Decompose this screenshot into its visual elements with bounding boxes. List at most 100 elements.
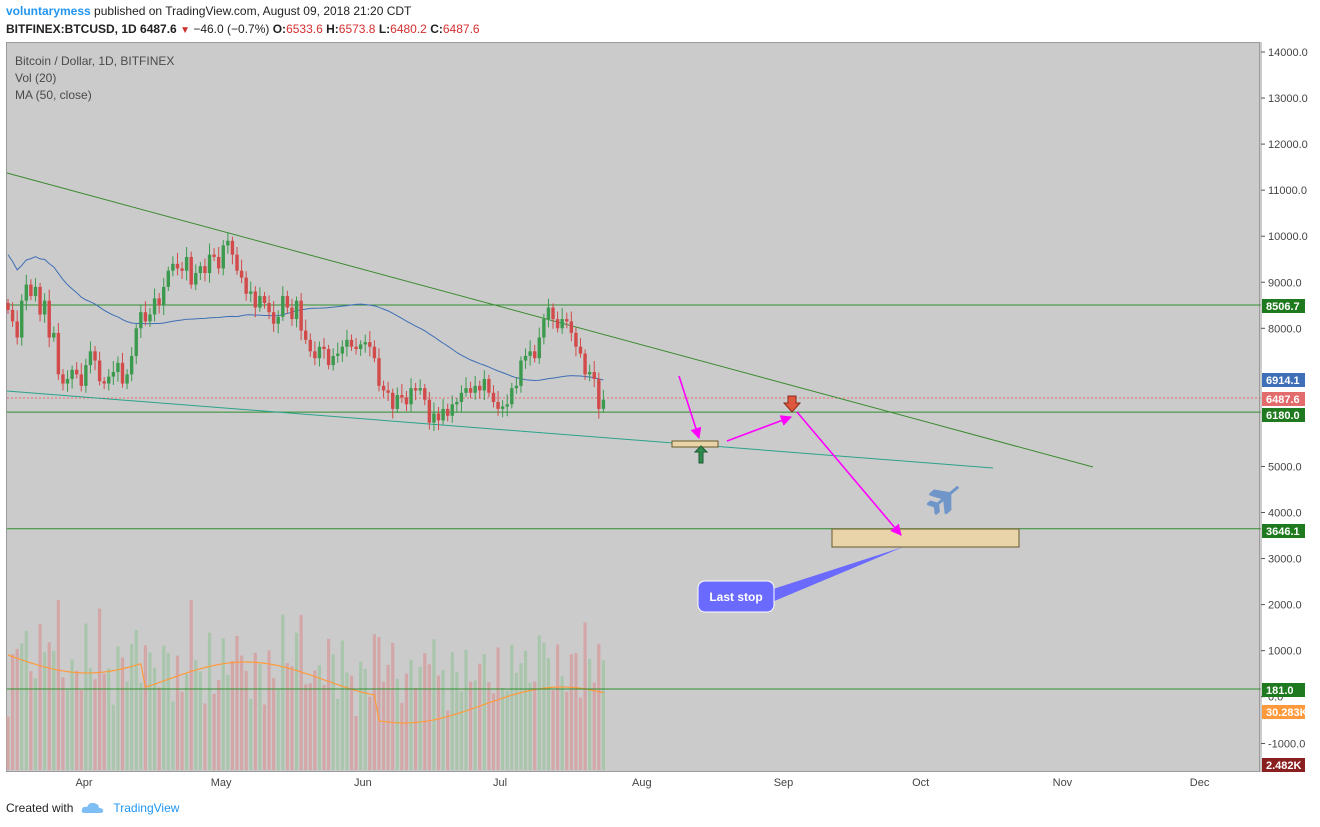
candle-body xyxy=(271,312,276,324)
volume-bar xyxy=(33,678,38,770)
candle-body xyxy=(519,360,523,386)
candle-body xyxy=(84,365,88,386)
volume-bar xyxy=(24,630,28,770)
tradingview-brand[interactable]: TradingView xyxy=(113,801,180,815)
volume-bar xyxy=(418,666,422,770)
volume-bar xyxy=(519,663,523,770)
price-axis: 14000.0 13000.0 12000.0 11000.0 10000.0 9000.… xyxy=(1260,42,1308,772)
volume-bar xyxy=(43,652,47,770)
y-tick-label: 9000.0 xyxy=(1268,277,1302,289)
ma-line xyxy=(7,254,604,382)
volume-bar xyxy=(244,670,248,770)
legend-volume: Vol (20) xyxy=(15,71,57,85)
price-badge-label: 30.283K xyxy=(1266,707,1308,719)
volume-bar xyxy=(501,687,505,770)
publish-header: voluntarymess published on TradingView.c… xyxy=(6,4,411,20)
volume-bar xyxy=(313,670,317,770)
volume-bar xyxy=(221,638,225,770)
volume-bar xyxy=(414,687,418,770)
volume-bar xyxy=(185,674,189,770)
target-zone-small xyxy=(671,440,719,448)
candle-body xyxy=(24,284,29,301)
candle-body xyxy=(239,270,244,278)
candle-body xyxy=(491,392,496,402)
candle-body xyxy=(510,388,514,405)
volume-bar xyxy=(400,702,404,770)
volume-bar xyxy=(143,645,147,770)
volume-bar xyxy=(65,688,70,770)
volume-bar xyxy=(514,672,518,770)
time-axis: Apr May Jun Jul Aug Sep Oct Nov Dec xyxy=(75,777,1209,789)
volume-bar xyxy=(166,652,170,770)
x-tick-label: Dec xyxy=(1190,777,1210,789)
volume-bar xyxy=(47,642,51,770)
volume-bar xyxy=(368,696,372,770)
candle-body xyxy=(253,291,258,308)
volume-bar xyxy=(134,630,138,770)
high-value: 6573.8 xyxy=(338,22,376,36)
volume-bar xyxy=(285,663,289,770)
volume-bar xyxy=(56,600,60,770)
candle-body xyxy=(171,263,175,271)
y-tick-label: 1000.0 xyxy=(1268,646,1302,658)
y-tick-label: 8000.0 xyxy=(1268,323,1302,335)
trend-lines xyxy=(6,172,1094,469)
volume-bar xyxy=(560,676,564,770)
y-tick-label: -1000.0 xyxy=(1268,739,1305,751)
candle-body xyxy=(42,300,47,315)
candle-body xyxy=(565,319,569,322)
open-value: 6533.6 xyxy=(286,22,323,36)
volume-bar xyxy=(533,681,537,770)
volume-bar xyxy=(20,643,24,770)
candle-body xyxy=(441,408,445,421)
annotations: Last stop xyxy=(671,375,1020,613)
volume-bar xyxy=(120,657,125,770)
volume-bar xyxy=(88,668,93,770)
chart-svg[interactable]: Last stop 14000.0 13000.0 12000.0 11000.0 10… xyxy=(0,0,1320,800)
x-tick-label: Nov xyxy=(1053,777,1073,789)
volume-bar xyxy=(491,693,496,770)
candle-body xyxy=(184,256,189,271)
candle-body xyxy=(533,351,537,359)
x-tick-label: Jul xyxy=(493,777,507,789)
volume-bar xyxy=(130,643,134,770)
volume-bar xyxy=(262,704,267,770)
volume-bar xyxy=(317,665,322,770)
volume-bar xyxy=(294,632,299,770)
volume-bar xyxy=(349,675,354,770)
author-name[interactable]: voluntarymess xyxy=(6,4,91,18)
price-badge xyxy=(1262,758,1305,772)
price-badge-label: 6487.6 xyxy=(1266,394,1300,406)
candle-body xyxy=(143,312,148,322)
candle-body xyxy=(505,404,509,407)
price-badge-label: 3646.1 xyxy=(1266,526,1300,538)
airplane-icon xyxy=(926,485,960,515)
candle-body xyxy=(583,353,587,375)
candle-body xyxy=(317,346,322,359)
legend-ma: MA (50, close) xyxy=(15,88,92,102)
volume-bar xyxy=(441,670,445,770)
volume-bar xyxy=(409,659,413,770)
y-tick-label: 14000.0 xyxy=(1268,47,1308,59)
candle-body xyxy=(427,399,432,423)
volume-bar xyxy=(162,645,166,770)
volume-bar xyxy=(336,698,340,770)
volume-bar xyxy=(249,698,253,770)
volume-ma-line xyxy=(7,654,604,724)
candle-body xyxy=(601,399,606,409)
candle-body xyxy=(79,374,83,386)
volume-bar xyxy=(551,690,555,770)
candle-body xyxy=(290,307,294,320)
open-label: O: xyxy=(272,22,287,36)
volume-bar xyxy=(578,697,583,770)
volume-bar xyxy=(395,679,399,770)
green-up-arrow-icon xyxy=(693,445,709,464)
candle-body xyxy=(52,332,56,338)
ohlc-header: BITFINEX:BTCUSD, 1D 6487.6 ▼ −46.0 (−0.7… xyxy=(6,22,480,38)
candle-body xyxy=(418,388,422,391)
price-badge xyxy=(1262,524,1305,538)
volume-bar xyxy=(565,691,569,770)
candle-body xyxy=(500,406,505,409)
price-badge-label: 181.0 xyxy=(1266,685,1294,697)
candles xyxy=(6,232,606,431)
